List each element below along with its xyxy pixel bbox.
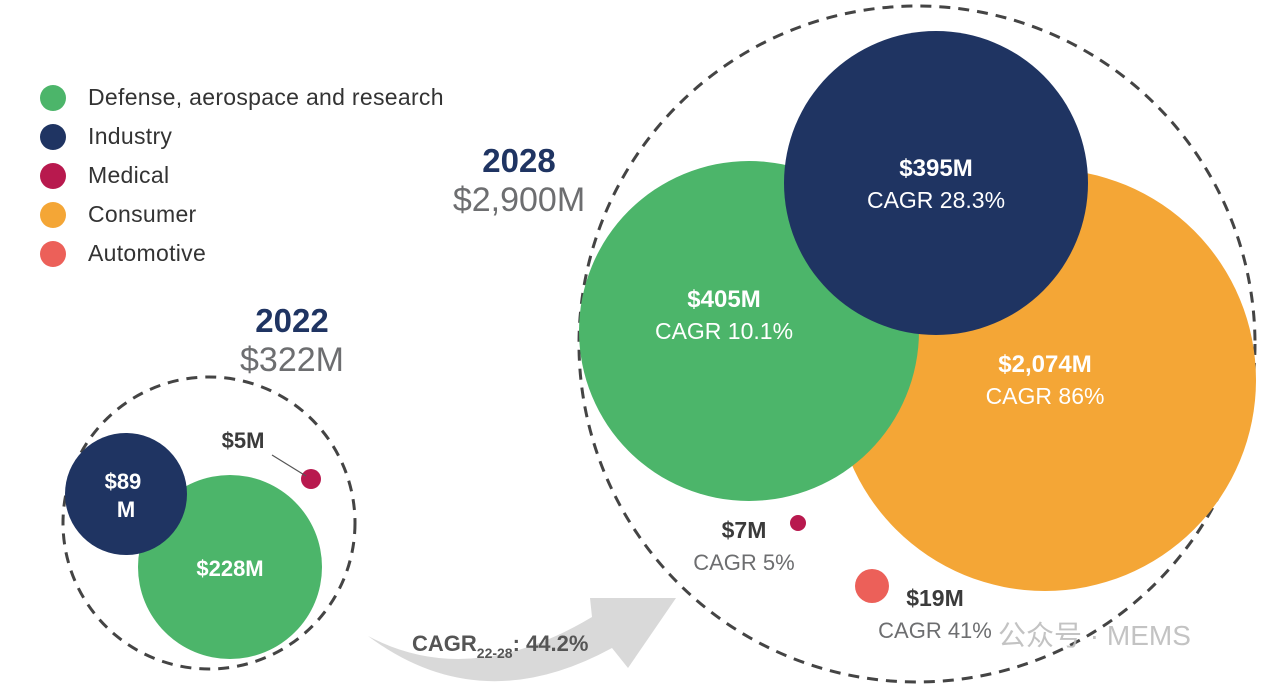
bubble-2022-medical bbox=[301, 469, 321, 489]
bubble-2022-defense bbox=[138, 475, 322, 659]
legend-dot-icon bbox=[40, 240, 66, 267]
year-label-2022: 2022 bbox=[255, 302, 328, 339]
legend-item-automotive: Automotive bbox=[40, 234, 444, 273]
value-label-2022-medical: $5M bbox=[222, 428, 265, 453]
legend-dot-icon bbox=[40, 84, 66, 111]
bubble-2028-medical bbox=[790, 515, 806, 531]
legend-dot-icon bbox=[40, 123, 66, 150]
boundary-2022 bbox=[61, 375, 357, 671]
value-label-2022-defense: $228M bbox=[196, 556, 263, 581]
legend-label: Industry bbox=[88, 123, 173, 149]
cagr-label-2028-industry: CAGR 28.3% bbox=[867, 187, 1005, 213]
bubble-2028-automotive bbox=[855, 569, 889, 603]
legend-label: Medical bbox=[88, 162, 170, 188]
legend-item-defense: Defense, aerospace and research bbox=[40, 78, 444, 117]
cagr-label-2028-automotive: CAGR 41% bbox=[878, 618, 992, 643]
group-2022: 2022 $322M $89 M $228M $5M bbox=[61, 302, 357, 671]
legend-item-medical: Medical bbox=[40, 156, 444, 195]
leader-line-2022-medical bbox=[271, 454, 307, 477]
year-label-2028: 2028 bbox=[482, 142, 555, 179]
value-label-2028-defense: $405M bbox=[687, 286, 760, 313]
growth-arrow bbox=[368, 598, 676, 682]
legend-label: Consumer bbox=[88, 201, 197, 227]
cagr-label-2028-defense: CAGR 10.1% bbox=[655, 318, 793, 344]
legend: Defense, aerospace and research Industry… bbox=[40, 78, 444, 273]
cagr-label-2028-medical: CAGR 5% bbox=[693, 550, 794, 575]
bubble-2022-industry bbox=[65, 433, 187, 555]
cagr-label-2028-consumer: CAGR 86% bbox=[986, 383, 1105, 409]
watermark: 公众号 · MEMS bbox=[998, 620, 1191, 651]
legend-dot-icon bbox=[40, 162, 66, 189]
legend-item-consumer: Consumer bbox=[40, 195, 444, 234]
value-label-2028-consumer: $2,074M bbox=[998, 351, 1091, 378]
total-label-2028: $2,900M bbox=[453, 181, 585, 219]
overall-cagr-label: CAGR22-28: 44.2% bbox=[412, 631, 588, 661]
legend-label: Automotive bbox=[88, 240, 207, 266]
bubble-2028-industry bbox=[784, 31, 1088, 335]
group-2028: 2028 $2,900M $395M CAGR 28.3% $405M CAGR… bbox=[453, 4, 1257, 684]
value-label-2028-medical: $7M bbox=[722, 517, 767, 543]
value-label-2022-industry: $89 M bbox=[105, 469, 148, 522]
value-label-2028-industry: $395M bbox=[899, 155, 972, 182]
boundary-2028 bbox=[577, 4, 1257, 684]
legend-item-industry: Industry bbox=[40, 117, 444, 156]
legend-dot-icon bbox=[40, 201, 66, 228]
total-label-2022: $322M bbox=[240, 341, 344, 379]
value-label-2028-automotive: $19M bbox=[906, 585, 964, 611]
legend-label: Defense, aerospace and research bbox=[88, 84, 444, 110]
